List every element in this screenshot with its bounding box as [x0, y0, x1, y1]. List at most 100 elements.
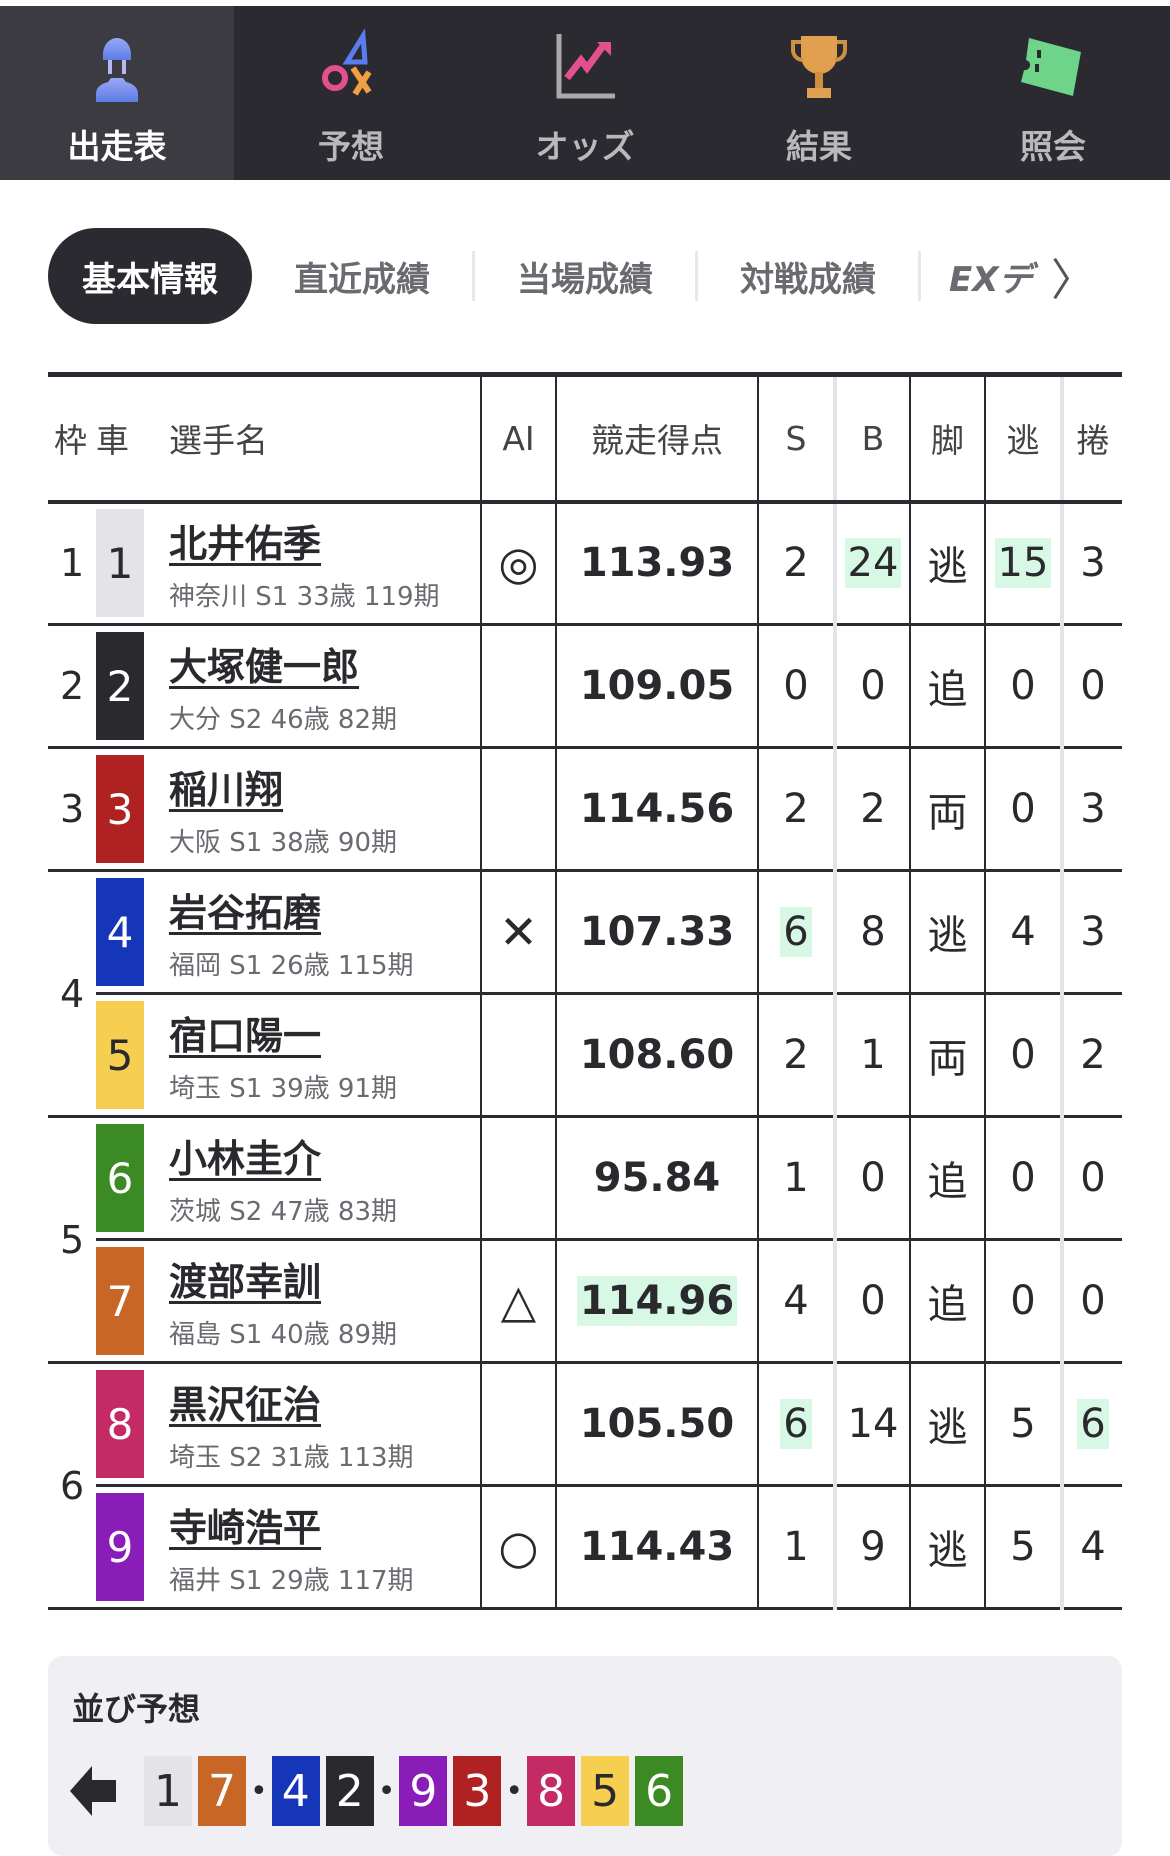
arrow-left-icon: [70, 1766, 116, 1816]
chevron-right-icon[interactable]: 〉: [1051, 255, 1095, 306]
s-count-cell: 1: [757, 1485, 835, 1610]
car-number-badge: 4: [96, 878, 144, 986]
tab-recent-results[interactable]: 直近成績: [294, 259, 430, 300]
b-count: 1: [860, 1032, 886, 1078]
rider-name-link[interactable]: 寺崎浩平: [169, 1506, 322, 1550]
b-count-cell: 8: [833, 870, 910, 995]
nige-count-cell: 0: [984, 993, 1062, 1118]
tab-head-to-head[interactable]: 対戦成績: [740, 259, 876, 300]
rider-cell: 大塚健一郎大分 S2 46歳 82期: [164, 624, 481, 749]
score: 113.93: [579, 540, 735, 587]
car-number-badge: 8: [96, 1370, 144, 1478]
b-count-cell: 0: [833, 1239, 910, 1364]
makuri-count: 3: [1080, 909, 1106, 955]
rider-name-link[interactable]: 渡部幸訓: [169, 1260, 322, 1304]
rider-name-link[interactable]: 大塚健一郎: [169, 645, 360, 689]
makuri-count-cell: 2: [1060, 993, 1122, 1118]
rider-cell: 黒沢征治 埼玉 S2 31歳 113期: [164, 1362, 481, 1487]
score-cell: 105.50: [555, 1362, 758, 1487]
tab-venue-results[interactable]: 当場成績: [517, 259, 653, 300]
nige-count: 0: [1010, 1032, 1036, 1078]
s-count: 1: [783, 1524, 809, 1570]
leg-type-cell: 逃: [909, 1485, 985, 1610]
group-separator-dot: •: [505, 1773, 524, 1809]
table-row: 3 3 稲川翔 大阪 S1 38歳 90期 114.56 2 2 両 0 3: [48, 747, 1122, 872]
rider-profile: 大阪 S1 38歳 90期: [169, 828, 398, 858]
car-cell: 7: [96, 1239, 164, 1364]
nige-count: 15: [994, 538, 1052, 589]
lineup-car-badge: 8: [527, 1756, 576, 1826]
makuri-count: 3: [1080, 786, 1106, 832]
tab-divider: [695, 251, 698, 301]
leg-type: 追: [927, 1159, 968, 1205]
tab-ex-data[interactable]: EXデ: [949, 259, 1033, 300]
top-nav: 出走表 予想 オッズ 結果 照会: [0, 6, 1170, 180]
group-separator-dot: •: [250, 1773, 268, 1809]
rider-profile: 大分 S2 46歳 82期: [169, 705, 398, 735]
ai-mark: ✕: [480, 870, 556, 995]
leg-type-cell: 逃: [909, 870, 985, 995]
b-count: 0: [860, 663, 886, 709]
leg-type: 逃: [927, 1528, 968, 1574]
nav-label: 出走表: [67, 127, 167, 166]
nav-inquiry[interactable]: 照会: [936, 6, 1170, 180]
score: 95.84: [593, 1155, 721, 1201]
makuri-count-cell: 0: [1060, 1239, 1122, 1364]
leg-type-cell: 両: [909, 747, 985, 872]
leg-type: 両: [927, 790, 968, 836]
b-count-cell: 0: [833, 1116, 910, 1241]
leg-type-cell: 逃: [909, 501, 985, 626]
nav-entry-list[interactable]: 出走表: [0, 6, 234, 180]
waku-number: 3: [48, 747, 96, 872]
rider-name-link[interactable]: 岩谷拓磨: [169, 891, 322, 935]
rider-cell: 小林圭介 茨城 S2 47歳 83期: [164, 1116, 481, 1241]
rider-profile: 福岡 S1 26歳 115期: [169, 951, 414, 981]
s-count-cell: 0: [757, 624, 835, 749]
tab-basic-info[interactable]: 基本情報: [48, 228, 252, 324]
rider-cell: 稲川翔大阪 S1 38歳 90期: [164, 747, 481, 872]
leg-type-cell: 追: [909, 1116, 985, 1241]
rider-name-link[interactable]: 黒沢征治: [169, 1383, 322, 1427]
car-cell: 3: [96, 747, 164, 872]
s-count: 6: [780, 1399, 812, 1449]
car-cell: 8: [96, 1362, 164, 1487]
rider-name-link[interactable]: 稲川翔: [169, 768, 284, 812]
makuri-count: 6: [1077, 1399, 1109, 1449]
nav-results[interactable]: 結果: [702, 6, 936, 180]
waku-number: 2: [48, 624, 96, 749]
car-cell: 2: [96, 624, 164, 749]
lineup-car-badge: 5: [581, 1756, 630, 1826]
leg-type-cell: 追: [909, 1239, 985, 1364]
leg-type: 追: [927, 667, 968, 713]
rider-name-link[interactable]: 小林圭介: [169, 1137, 322, 1181]
b-count-cell: 14: [833, 1362, 910, 1487]
makuri-count-cell: 3: [1060, 747, 1122, 872]
lineup-car-badge: 1: [144, 1756, 192, 1826]
rider-name-link[interactable]: 北井佑季: [169, 522, 322, 567]
table-row: 5 宿口陽一 埼玉 S1 39歳 91期 108.60 2 1 両 0 2: [48, 993, 1122, 1118]
makuri-count-cell: 6: [1060, 1362, 1122, 1487]
header-score: 競走得点: [555, 372, 758, 504]
rider-profile: 福島 S1 40歳 89期: [169, 1320, 398, 1350]
table-header: 枠 車 選手名 AI 競走得点 S B 脚 逃 捲: [48, 372, 1122, 504]
lineup-title: 並び予想: [72, 1690, 201, 1728]
tab-divider: [918, 251, 921, 301]
nige-count-cell: 0: [984, 747, 1062, 872]
nige-count-cell: 0: [984, 1116, 1062, 1241]
odds-chart-icon: [556, 34, 615, 99]
nav-prediction[interactable]: 予想: [234, 6, 468, 180]
score: 107.33: [579, 909, 735, 955]
header-waku: 枠: [48, 372, 96, 504]
s-count: 2: [783, 540, 809, 587]
leg-type: 逃: [927, 913, 968, 959]
nav-label: 照会: [1020, 127, 1086, 166]
s-count: 2: [783, 1032, 809, 1078]
lineup-car-badge: 3: [453, 1756, 502, 1826]
rider-name-link[interactable]: 宿口陽一: [169, 1014, 322, 1058]
b-count-cell: 0: [833, 624, 910, 749]
group-separator-dot: •: [377, 1773, 396, 1809]
rider-cell: 岩谷拓磨福岡 S1 26歳 115期: [164, 870, 481, 995]
ai-mark: [480, 993, 556, 1118]
table-row: 9 寺崎浩平 福井 S1 29歳 117期 ○ 114.43 1 9 逃 5 4: [48, 1485, 1122, 1610]
nav-odds[interactable]: オッズ: [468, 6, 702, 180]
